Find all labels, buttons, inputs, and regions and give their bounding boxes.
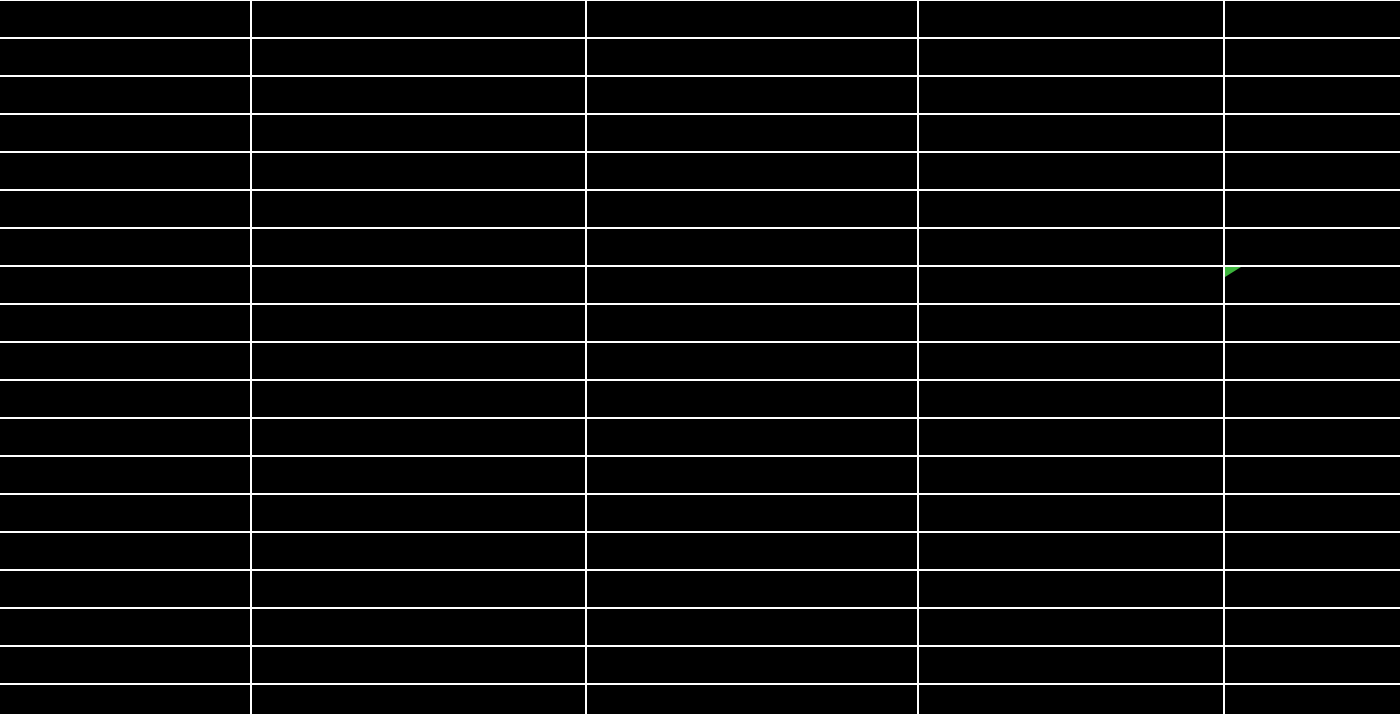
- grid-cell: [0, 115, 250, 151]
- grid-cell: [919, 571, 1223, 607]
- grid-cell: [252, 191, 585, 227]
- grid-cell: [0, 419, 250, 455]
- grid-cell: [919, 495, 1223, 531]
- grid-cell: [0, 39, 250, 75]
- grid-cell: [1225, 609, 1400, 645]
- grid-cell: [587, 115, 917, 151]
- grid-cell: [587, 39, 917, 75]
- grid-cell: [1225, 229, 1400, 265]
- grid-cell: [252, 115, 585, 151]
- grid-cell: [0, 77, 250, 113]
- grid-cell: [252, 495, 585, 531]
- grid-cell: [587, 191, 917, 227]
- grid-cell: [0, 343, 250, 379]
- grid-cell: [0, 685, 250, 714]
- grid-cell: [252, 267, 585, 303]
- grid-cell: [919, 533, 1223, 569]
- grid-cell: [0, 229, 250, 265]
- grid-cell: [919, 153, 1223, 189]
- grid-cell: [919, 229, 1223, 265]
- grid-cell: [919, 381, 1223, 417]
- grid-cell: [1225, 685, 1400, 714]
- grid-cell: [0, 647, 250, 683]
- grid-cell: [252, 609, 585, 645]
- grid-cell: [587, 495, 917, 531]
- grid-cell: [587, 267, 917, 303]
- grid-cell: [919, 343, 1223, 379]
- grid-cell: [587, 533, 917, 569]
- grid-cell: [919, 609, 1223, 645]
- grid-cell: [919, 191, 1223, 227]
- grid-cell: [1225, 305, 1400, 341]
- grid-cell: [919, 419, 1223, 455]
- grid-cell: [0, 533, 250, 569]
- grid-cell: [252, 229, 585, 265]
- grid-cell: [0, 267, 250, 303]
- grid-cell: [252, 647, 585, 683]
- grid-cell: [0, 191, 250, 227]
- grid-cell: [1225, 533, 1400, 569]
- grid-cell: [587, 685, 917, 714]
- grid-cell: [587, 153, 917, 189]
- grid-cell: [252, 77, 585, 113]
- grid-cell: [919, 1, 1223, 37]
- grid-cell: [0, 305, 250, 341]
- grid-cell: [1225, 153, 1400, 189]
- grid-cell: [252, 153, 585, 189]
- grid-cell: [252, 457, 585, 493]
- grid-cell: [587, 419, 917, 455]
- grid-cell: [587, 77, 917, 113]
- grid-cell: [1225, 1, 1400, 37]
- grid-cell: [919, 39, 1223, 75]
- grid-cell: [587, 305, 917, 341]
- grid-cell: [252, 685, 585, 714]
- grid-cell: [587, 457, 917, 493]
- grid-cell: [0, 609, 250, 645]
- grid-cell: [587, 647, 917, 683]
- grid-cell: [919, 647, 1223, 683]
- grid-cell: [587, 229, 917, 265]
- grid-cell: [1225, 495, 1400, 531]
- grid-cell: [919, 685, 1223, 714]
- grid-cell: [1225, 115, 1400, 151]
- grid-cell: [919, 115, 1223, 151]
- grid-cell: [0, 1, 250, 37]
- grid-cell: [1225, 647, 1400, 683]
- grid-cell: [1225, 267, 1400, 303]
- grid-cell: [587, 609, 917, 645]
- cell-corner-marker-icon: [1225, 267, 1241, 277]
- grid-cell: [252, 39, 585, 75]
- grid-cell: [1225, 457, 1400, 493]
- grid-cell: [252, 305, 585, 341]
- grid-cell: [252, 419, 585, 455]
- grid-cell: [252, 533, 585, 569]
- grid-cell: [587, 571, 917, 607]
- grid-cell: [0, 457, 250, 493]
- grid-cell: [252, 381, 585, 417]
- grid-cell: [587, 1, 917, 37]
- grid-cell: [587, 381, 917, 417]
- grid-cell: [1225, 571, 1400, 607]
- grid-cell: [919, 305, 1223, 341]
- grid-cell: [0, 381, 250, 417]
- grid-cell: [1225, 381, 1400, 417]
- grid-cell: [587, 343, 917, 379]
- grid-cell: [919, 457, 1223, 493]
- grid-cell: [1225, 77, 1400, 113]
- grid-cell: [0, 495, 250, 531]
- grid-cell: [1225, 419, 1400, 455]
- grid-cell: [919, 267, 1223, 303]
- grid-cell: [1225, 39, 1400, 75]
- grid-cell: [1225, 191, 1400, 227]
- grid-cell: [919, 77, 1223, 113]
- grid-cell: [0, 153, 250, 189]
- blank-data-grid: [0, 0, 1400, 714]
- grid-cell: [252, 1, 585, 37]
- grid-cell: [1225, 343, 1400, 379]
- grid-cell: [0, 571, 250, 607]
- grid-cell: [252, 571, 585, 607]
- grid-cell: [252, 343, 585, 379]
